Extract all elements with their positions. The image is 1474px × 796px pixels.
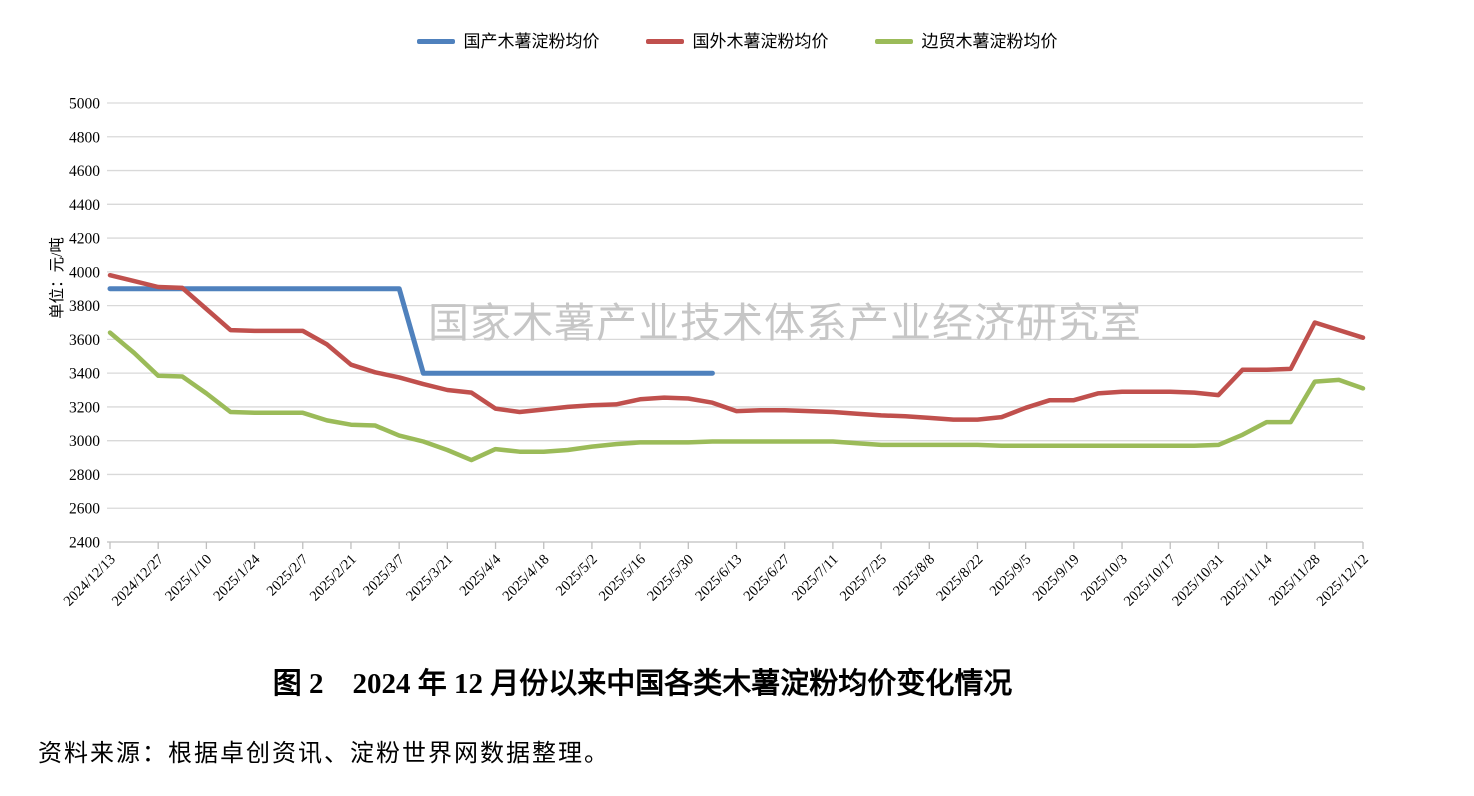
y-axis-tick-label: 4800 — [69, 129, 100, 146]
x-axis-tick-label: 2025/8/22 — [933, 552, 986, 605]
legend-line-swatch-foreign — [645, 38, 684, 44]
x-axis-tick-label: 2025/3/7 — [360, 552, 408, 600]
y-axis-tick-label: 3400 — [69, 366, 100, 383]
x-axis-tick-label: 2025/8/8 — [890, 552, 938, 600]
x-axis-tick-label: 2025/9/5 — [987, 552, 1035, 600]
legend-line-swatch-border-trade — [874, 38, 913, 44]
legend-line-swatch-domestic — [416, 38, 455, 44]
y-axis-tick-label: 4600 — [69, 163, 100, 180]
x-axis-tick-label: 2025/1/24 — [211, 551, 264, 604]
x-axis-tick-label: 2025/4/18 — [500, 552, 553, 605]
x-axis-tick-label: 2025/4/4 — [457, 551, 505, 599]
y-axis-tick-label: 3200 — [69, 399, 100, 416]
legend-item-foreign: 国外木薯淀粉均价 — [645, 31, 829, 51]
x-axis-tick-label: 2025/3/21 — [403, 552, 456, 605]
legend-label-border-trade: 边贸木薯淀粉均价 — [921, 31, 1058, 51]
legend-label-domestic: 国产木薯淀粉均价 — [463, 31, 600, 51]
x-axis-tick-label: 2025/10/17 — [1121, 552, 1179, 610]
x-axis-tick-label: 2025/6/27 — [741, 552, 794, 605]
series-line-0 — [107, 286, 715, 376]
watermark-text: 国家木薯产业技术体系产业经济研究室 — [428, 300, 1142, 346]
x-axis-tick-label: 2025/6/13 — [692, 552, 745, 605]
x-axis-tick-label: 2025/7/25 — [837, 552, 890, 605]
y-axis-tick-label: 4400 — [69, 197, 100, 214]
legend-item-border-trade: 边贸木薯淀粉均价 — [874, 31, 1058, 51]
x-axis-tick-label: 2025/5/30 — [644, 552, 697, 605]
x-axis-tick-label: 2024/12/13 — [61, 552, 119, 610]
x-axis-tick-label: 2025/10/31 — [1169, 552, 1227, 610]
y-axis-tick-label: 4200 — [69, 231, 100, 248]
y-axis-tick-label: 2800 — [69, 467, 100, 484]
x-axis-tick-label: 2024/12/27 — [109, 552, 167, 610]
x-axis-tick-label: 2025/1/10 — [162, 552, 215, 605]
x-axis-tick-label: 2025/12/12 — [1314, 552, 1372, 610]
y-axis-tick-label: 5000 — [69, 96, 100, 113]
y-axis-tick-label: 4000 — [69, 264, 100, 281]
price-chart: 2400 2600 2800 3000 3200 3400 3600 3800 4000 4200… — [48, 96, 1372, 610]
legend-label-foreign: 国外木薯淀粉均价 — [692, 31, 829, 51]
legend-item-domestic: 国产木薯淀粉均价 — [416, 31, 600, 51]
y-axis-tick-label: 3600 — [69, 332, 100, 349]
y-axis-tick-label: 3000 — [69, 433, 100, 450]
y-axis-tick-label: 3800 — [69, 298, 100, 315]
source-note: 资料来源：根据卓创资讯、淀粉世界网数据整理。 — [38, 741, 610, 767]
x-axis-tick-label: 2025/5/16 — [596, 552, 649, 605]
x-axis-tick-label: 2025/9/19 — [1030, 552, 1083, 605]
y-axis-tick-label: 2400 — [69, 535, 100, 552]
series-line-1 — [107, 272, 1366, 422]
x-axis-tick-label: 2025/5/2 — [553, 552, 601, 600]
x-axis-tick-label: 2025/7/11 — [789, 552, 842, 605]
x-axis-tick-label: 2025/2/7 — [264, 552, 312, 600]
y-axis-title: 单位：元/吨 — [48, 237, 66, 319]
figure-caption: 图 2 2024 年 12 月份以来中国各类木薯淀粉均价变化情况 — [272, 668, 1013, 700]
y-axis-tick-label: 2600 — [69, 501, 100, 518]
series-line-2 — [107, 330, 1366, 463]
x-axis-tick-label: 2025/2/21 — [307, 552, 360, 605]
chart-legend: 国产木薯淀粉均价 国外木薯淀粉均价 边贸木薯淀粉均价 — [0, 26, 1474, 56]
